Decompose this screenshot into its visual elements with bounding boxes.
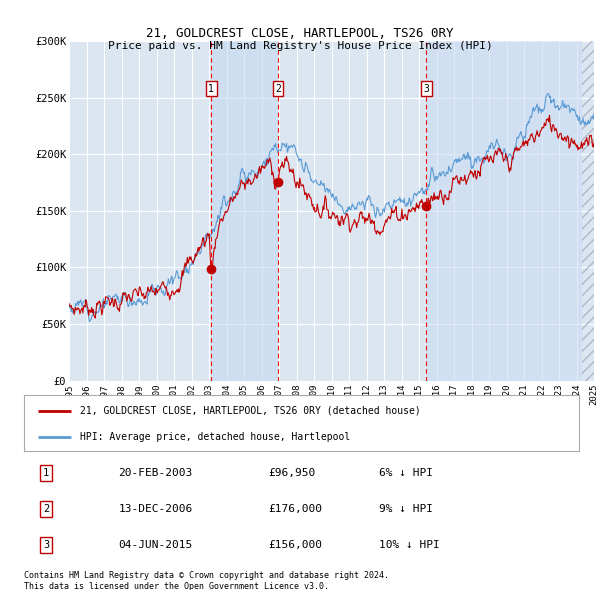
Bar: [427, 41, 582, 381]
Text: 2: 2: [275, 84, 281, 94]
Text: £176,000: £176,000: [268, 504, 322, 514]
Bar: [211, 41, 278, 381]
Text: 20-FEB-2003: 20-FEB-2003: [118, 468, 193, 478]
Text: HPI: Average price, detached house, Hartlepool: HPI: Average price, detached house, Hart…: [79, 432, 350, 442]
Text: 6% ↓ HPI: 6% ↓ HPI: [379, 468, 433, 478]
Text: £156,000: £156,000: [268, 540, 322, 550]
Text: This data is licensed under the Open Government Licence v3.0.: This data is licensed under the Open Gov…: [24, 582, 329, 590]
Text: 10% ↓ HPI: 10% ↓ HPI: [379, 540, 440, 550]
Text: 1: 1: [208, 84, 214, 94]
Text: 21, GOLDCREST CLOSE, HARTLEPOOL, TS26 0RY: 21, GOLDCREST CLOSE, HARTLEPOOL, TS26 0R…: [146, 27, 454, 40]
Text: 3: 3: [43, 540, 49, 550]
Text: 3: 3: [424, 84, 429, 94]
Text: 04-JUN-2015: 04-JUN-2015: [118, 540, 193, 550]
Text: Contains HM Land Registry data © Crown copyright and database right 2024.: Contains HM Land Registry data © Crown c…: [24, 571, 389, 579]
Text: 9% ↓ HPI: 9% ↓ HPI: [379, 504, 433, 514]
Text: 21, GOLDCREST CLOSE, HARTLEPOOL, TS26 0RY (detached house): 21, GOLDCREST CLOSE, HARTLEPOOL, TS26 0R…: [79, 406, 420, 416]
Text: 2: 2: [43, 504, 49, 514]
Text: 13-DEC-2006: 13-DEC-2006: [118, 504, 193, 514]
Text: 1: 1: [43, 468, 49, 478]
Text: Price paid vs. HM Land Registry's House Price Index (HPI): Price paid vs. HM Land Registry's House …: [107, 41, 493, 51]
Text: £96,950: £96,950: [268, 468, 316, 478]
